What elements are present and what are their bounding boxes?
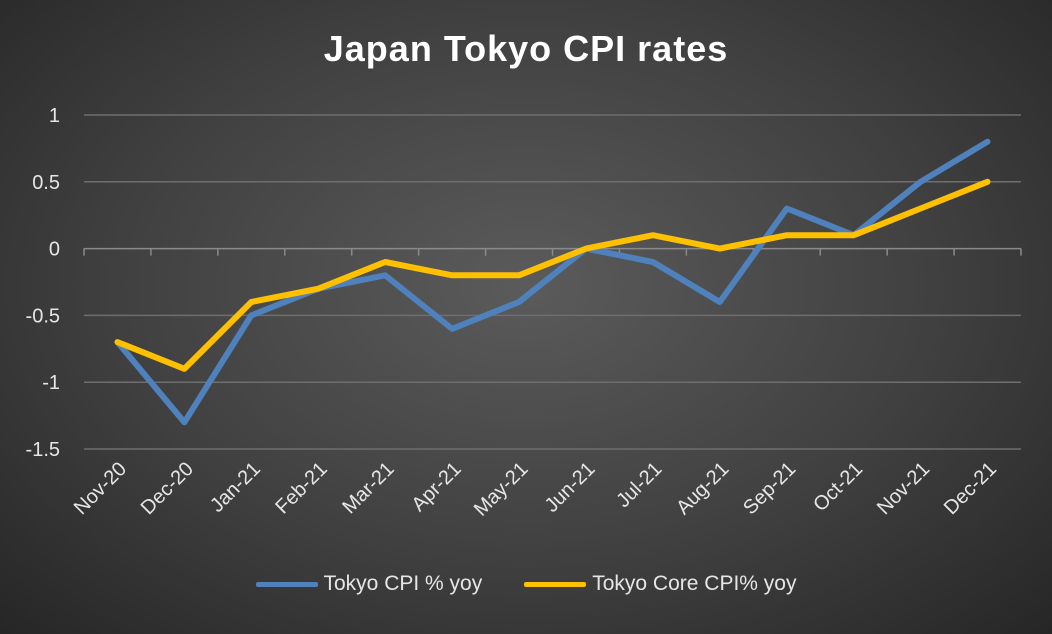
legend-swatch-core-cpi <box>524 581 587 587</box>
legend-label-cpi: Tokyo CPI % yoy <box>323 572 483 595</box>
legend-label-core-cpi: Tokyo Core CPI% yoy <box>592 572 797 595</box>
x-tick-label: Apr-21 <box>408 458 466 516</box>
x-tick-label: Nov-21 <box>873 458 934 519</box>
y-tick-label: -1.5 <box>26 439 60 461</box>
x-tick-label: Aug-21 <box>672 458 733 519</box>
x-tick-label: Nov-20 <box>70 458 131 519</box>
y-tick-label: -0.5 <box>26 305 60 327</box>
legend-item-core-cpi: Tokyo Core CPI% yoy <box>524 572 796 596</box>
legend: Tokyo CPI % yoy Tokyo Core CPI% yoy <box>0 572 1052 596</box>
x-tick-label: Sep-21 <box>739 458 800 519</box>
legend-item-cpi: Tokyo CPI % yoy <box>255 572 483 596</box>
legend-swatch-cpi <box>255 581 318 587</box>
x-tick-label: Dec-21 <box>940 458 1001 519</box>
x-tick-label: Feb-21 <box>271 458 331 518</box>
y-tick-label: 0.5 <box>32 172 60 194</box>
chart-title: Japan Tokyo CPI rates <box>323 28 729 69</box>
x-tick-label: Dec-20 <box>137 458 198 519</box>
x-tick-label: Jun-21 <box>541 458 600 517</box>
y-tick-label: 0 <box>49 239 60 261</box>
y-tick-label: 1 <box>49 105 60 127</box>
y-tick-label: -1 <box>42 372 60 394</box>
series-line-tokyo-core-cpi <box>114 178 991 372</box>
x-tick-label: Jan-21 <box>206 458 265 517</box>
x-tick-label: Jul-21 <box>612 458 666 512</box>
x-tick-label: Mar-21 <box>338 458 398 518</box>
series-line-tokyo-cpi <box>114 138 991 426</box>
x-tick-label: Oct-21 <box>809 458 867 516</box>
x-tick-label: May-21 <box>470 458 533 521</box>
